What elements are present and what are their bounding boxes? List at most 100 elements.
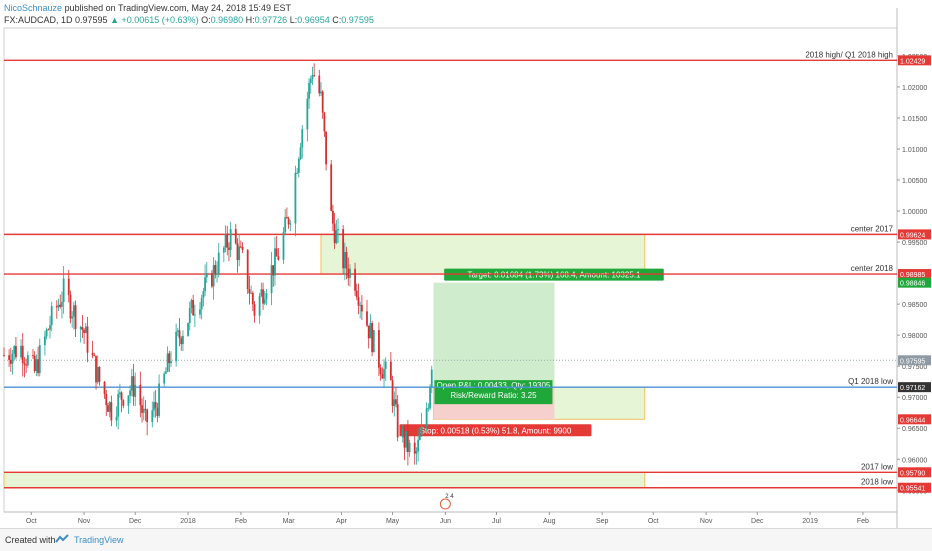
time-tick-label: Sep (596, 518, 609, 525)
long-position-layer[interactable]: Target: 0.01684 (1.73%) 168.4, Amount: 1… (399, 268, 664, 437)
candle-body (246, 249, 249, 290)
candle-body (284, 217, 287, 233)
candle-body (241, 246, 244, 250)
price-badge (898, 277, 931, 288)
candle-body (164, 371, 167, 374)
candle-body (343, 252, 346, 269)
event-marker-icon[interactable] (439, 498, 451, 510)
candle-body (296, 172, 299, 174)
candle-body (389, 361, 392, 381)
tradingview-logo-icon[interactable] (54, 533, 70, 547)
candle-body (142, 408, 145, 413)
time-tick-label: Feb (857, 518, 869, 525)
price-tick-label: 0.97000 (902, 395, 927, 402)
labels-layer: 2018 high/ Q1 2018 high center 2017 center… (439, 50, 894, 510)
level-label: 2018 high/ Q1 2018 high (805, 50, 893, 59)
candle-body (91, 352, 94, 356)
candle-body (226, 233, 229, 248)
candle-body (192, 300, 195, 316)
candle-body (393, 399, 396, 406)
level-price-badge-text: 0.99624 (900, 232, 925, 239)
levels-layer (4, 59, 897, 489)
price-badge (898, 414, 931, 425)
candle-body (182, 335, 184, 345)
target-area[interactable] (433, 282, 555, 388)
candle-body (248, 289, 251, 294)
publish-info: published on TradingView.com, May 24, 20… (64, 3, 292, 13)
level-label: Q1 2018 low (848, 377, 893, 386)
candle-body (110, 402, 113, 421)
candle-body (72, 305, 75, 317)
candle-body (258, 295, 261, 316)
candle-body (299, 147, 302, 159)
candle-body (129, 390, 132, 396)
candle-body (15, 346, 17, 358)
candle-body (277, 256, 280, 260)
candle-body (369, 323, 372, 339)
author-link[interactable]: NicoSchnauze (4, 3, 63, 13)
price-badge (898, 355, 931, 366)
open-pnl-bg[interactable] (434, 380, 553, 405)
candle-body (11, 353, 14, 364)
candle-body (81, 326, 84, 330)
candle-body (33, 355, 36, 372)
risk-reward-label: Risk/Reward Ratio: 3.25 (450, 391, 537, 400)
price-tick-label: 0.97500 (902, 364, 927, 371)
tradingview-link[interactable]: TradingView (74, 535, 124, 545)
candle-body (289, 223, 292, 225)
candle-body (180, 338, 183, 345)
candle-body (418, 435, 421, 440)
candle-body (38, 345, 41, 374)
candle-body (391, 380, 394, 406)
chart-header: NicoSchnauze published on TradingView.co… (4, 2, 374, 26)
stop-label-bg[interactable] (399, 424, 592, 437)
time-tick-label: Apr (336, 518, 348, 525)
time-tick-label: May (386, 518, 400, 525)
candle-body (251, 292, 254, 305)
time-tick-label: Oct (648, 518, 659, 525)
time-tick-label: 2018 (180, 518, 196, 525)
candle-body (45, 329, 48, 337)
candle-body (144, 408, 147, 410)
candle-body (61, 302, 63, 307)
candle-body (8, 355, 11, 360)
candle-body (132, 376, 135, 397)
candle-body (178, 330, 181, 339)
price-axis[interactable]: 1.025001.020001.015001.010001.005001.000… (897, 54, 931, 495)
candle-body (55, 306, 58, 308)
candle-body (425, 408, 428, 427)
open-label: O: (201, 15, 211, 25)
candle-body (134, 384, 137, 397)
level-price-badge-text: 0.95541 (900, 486, 925, 493)
candle-body (403, 429, 406, 448)
candle-body (396, 404, 399, 438)
time-axis[interactable]: Oct Nov Dec 2018 Feb Mar Apr May Jun Jul Aug Sep Oct… (26, 512, 869, 525)
level-price-badge (898, 467, 931, 478)
price-tick-label: 0.96500 (902, 426, 927, 433)
candle-body (74, 305, 77, 330)
candle-body (406, 431, 409, 453)
candle-body (175, 331, 178, 362)
candle-body (308, 83, 310, 99)
candle-body (263, 299, 266, 304)
price-chart[interactable]: Target: 0.01684 (1.73%) 168.4, Amount: 1… (0, 0, 932, 528)
zone-box (320, 233, 646, 275)
candle-body (26, 355, 29, 366)
candle-body (59, 304, 62, 307)
zones-layer (3, 233, 646, 489)
candle-body (333, 223, 336, 244)
time-tick-label: Mar (283, 518, 296, 525)
level-price-badge (898, 55, 931, 66)
candle-body (285, 217, 288, 219)
stop-label: Stop: 0.00518 (0.53%) 51.8, Amount: 9900 (420, 426, 572, 435)
candle-body (9, 359, 12, 364)
candle-body (153, 402, 155, 411)
candle-body (367, 325, 370, 339)
candle-body (115, 416, 118, 421)
time-tick-label: Nov (700, 518, 713, 525)
time-tick-label: 2019 (802, 518, 818, 525)
candle-body (430, 369, 433, 387)
level-price-badge (898, 269, 931, 280)
zone-box (3, 471, 646, 489)
low-value: 0.96954 (297, 15, 330, 25)
